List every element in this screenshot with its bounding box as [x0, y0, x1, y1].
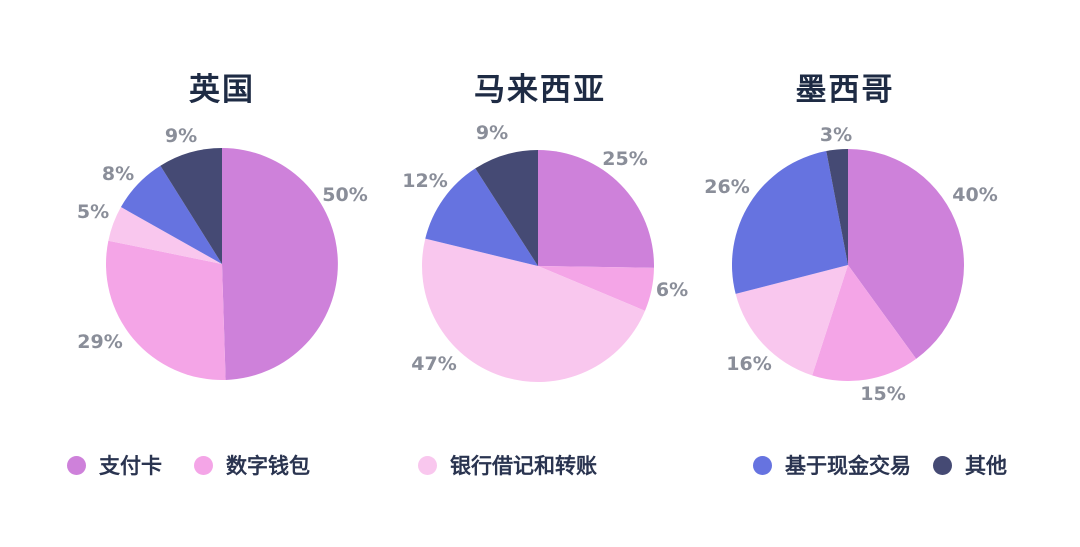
pie-percent-label: 50%	[322, 184, 368, 206]
pie-slice-其他	[826, 149, 848, 265]
pie-chart-mexico	[732, 149, 964, 381]
pie-slice-支付卡	[848, 149, 964, 359]
pie-percent-label: 26%	[704, 176, 750, 198]
pie-percent-label: 25%	[602, 148, 648, 170]
legend-dot-bank-debit-transfer	[418, 455, 437, 475]
pie-percent-label: 5%	[76, 201, 110, 223]
legend-label-bank-debit-transfer: 银行借记和转账	[450, 454, 597, 478]
legend-label-digital-wallet: 数字钱包	[226, 454, 310, 478]
legend-item-payment-card: 支付卡	[67, 450, 162, 480]
chart-title-uk: 英国	[189, 72, 255, 108]
legend-label-cash-based: 基于现金交易	[785, 454, 911, 478]
pie-slice-基于现金交易	[732, 151, 848, 294]
pie-percent-label: 8%	[101, 163, 135, 185]
pie-slice-其他	[475, 150, 538, 266]
pie-percent-label: 47%	[411, 353, 457, 375]
pie-slice-银行借记和转账	[108, 207, 222, 264]
pie-percent-label: 12%	[402, 170, 448, 192]
legend-label-other: 其他	[965, 454, 1007, 478]
legend-item-bank-debit-transfer: 银行借记和转账	[418, 450, 597, 480]
pie-percent-label: 9%	[164, 125, 198, 147]
legend-item-other: 其他	[933, 450, 1007, 480]
pie-slice-银行借记和转账	[422, 238, 645, 382]
chart-title-malaysia: 马来西亚	[474, 72, 606, 108]
pie-slice-银行借记和转账	[735, 265, 848, 376]
pie-slice-数字钱包	[538, 266, 654, 311]
pie-slice-基于现金交易	[425, 168, 538, 266]
pie-slice-基于现金交易	[120, 165, 222, 264]
legend-dot-payment-card	[67, 455, 86, 475]
pie-percent-label: 16%	[726, 353, 772, 375]
pie-percent-label: 40%	[952, 184, 998, 206]
legend-item-cash-based: 基于现金交易	[753, 450, 911, 480]
pie-slice-支付卡	[538, 150, 654, 268]
pie-slice-数字钱包	[106, 240, 226, 380]
legend-item-digital-wallet: 数字钱包	[194, 450, 310, 480]
chart-title-mexico: 墨西哥	[795, 72, 895, 108]
pie-slice-支付卡	[222, 148, 338, 380]
pie-percent-label: 29%	[77, 331, 123, 353]
pie-percent-label: 9%	[475, 122, 509, 144]
pie-percent-label: 3%	[819, 124, 853, 146]
legend-dot-cash-based	[753, 455, 772, 475]
pie-slice-数字钱包	[812, 265, 917, 381]
legend-label-payment-card: 支付卡	[99, 454, 162, 478]
pie-chart-uk	[106, 148, 338, 380]
pie-slice-其他	[160, 148, 222, 264]
pie-svg-uk	[106, 148, 338, 380]
pie-percent-label: 15%	[860, 383, 906, 405]
pie-percent-label: 6%	[655, 279, 689, 301]
pie-svg-mexico	[732, 149, 964, 381]
legend-dot-other	[933, 455, 952, 475]
legend-dot-digital-wallet	[194, 455, 213, 475]
pie-svg-malaysia	[422, 150, 654, 382]
pie-chart-malaysia	[422, 150, 654, 382]
